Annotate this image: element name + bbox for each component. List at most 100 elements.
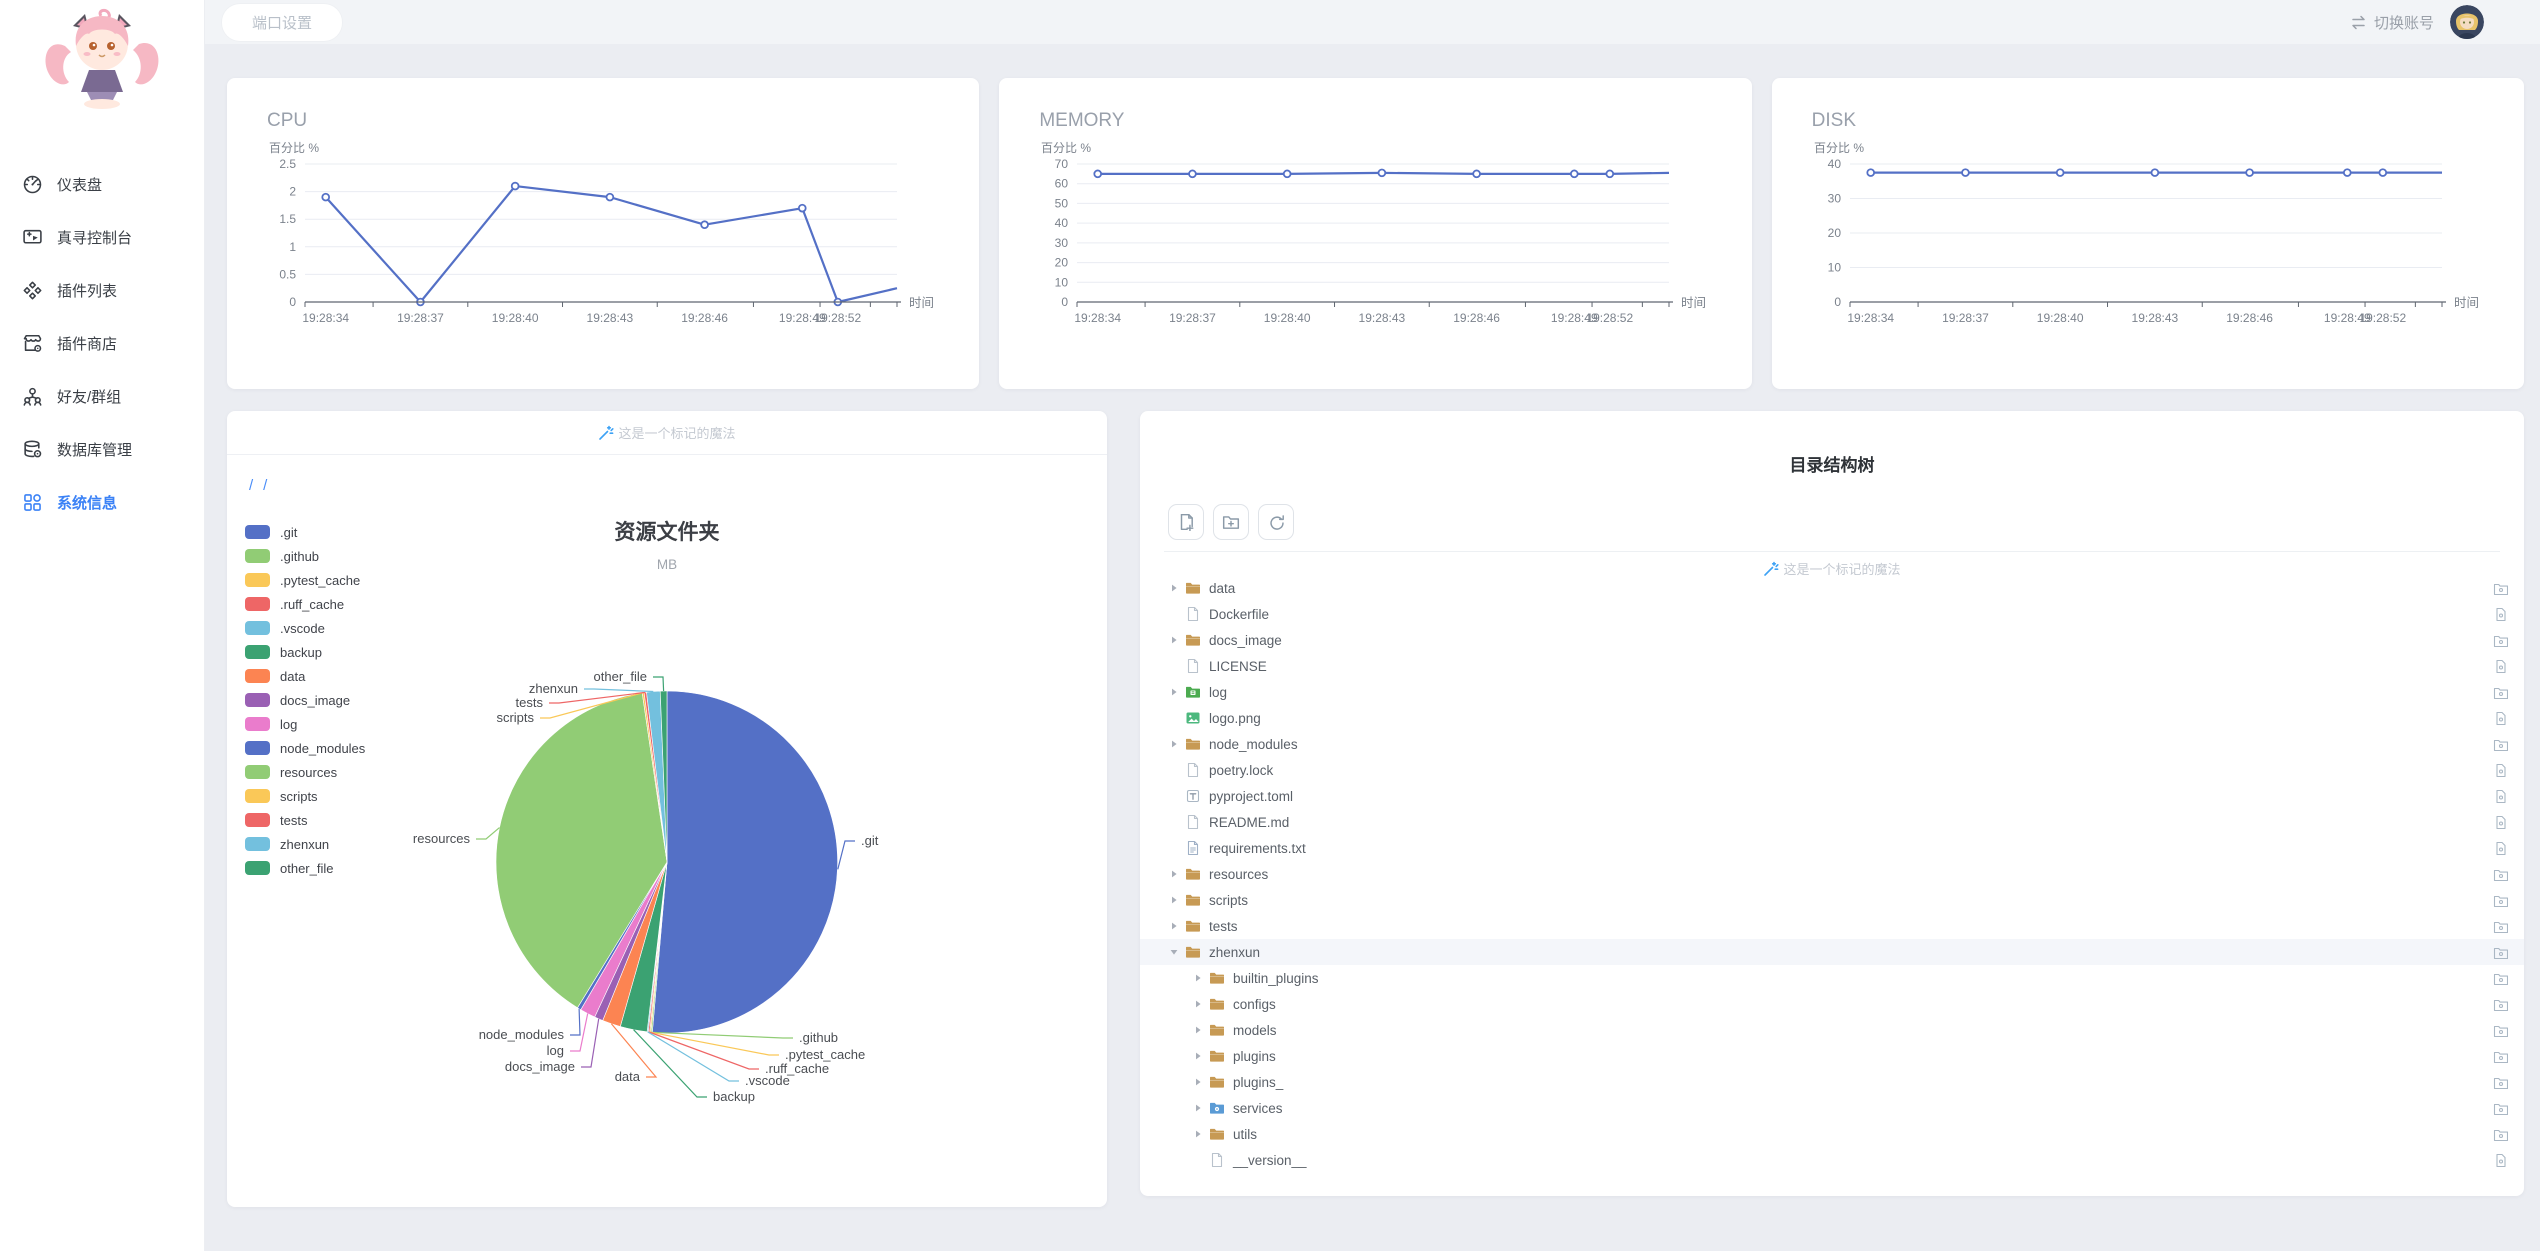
collapse-arrow-icon[interactable] <box>1169 947 1179 957</box>
tree-row-builtin_plugins[interactable]: builtin_plugins <box>1140 965 2524 991</box>
legend-item-docs_image[interactable]: docs_image <box>245 693 365 708</box>
row-download-file-icon[interactable] <box>2493 841 2508 856</box>
port-settings-button[interactable]: 端口设置 <box>222 3 343 41</box>
tree-row-plugins_[interactable]: plugins_ <box>1140 1069 2524 1095</box>
tree-row-configs[interactable]: configs <box>1140 991 2524 1017</box>
tree-row-models[interactable]: models <box>1140 1017 2524 1043</box>
expand-arrow-icon[interactable] <box>1193 999 1203 1009</box>
tree-row-plugins[interactable]: plugins <box>1140 1043 2524 1069</box>
expand-arrow-icon[interactable] <box>1193 1051 1203 1061</box>
tree-row-data[interactable]: data <box>1140 582 2524 601</box>
expand-arrow-icon[interactable] <box>1169 687 1179 697</box>
legend-item-log[interactable]: log <box>245 717 365 732</box>
expand-arrow-icon[interactable] <box>1169 895 1179 905</box>
new-file-button[interactable] <box>1168 504 1204 540</box>
sidebar-item-0[interactable]: 仪表盘 <box>0 158 204 211</box>
tree-row-LICENSE[interactable]: LICENSE <box>1140 653 2524 679</box>
legend-item-data[interactable]: data <box>245 669 365 684</box>
legend-item-node_modules[interactable]: node_modules <box>245 741 365 756</box>
switch-account-button[interactable]: 切换账号 <box>2350 12 2434 33</box>
row-download-folder-icon[interactable] <box>2493 737 2508 752</box>
row-download-folder-icon[interactable] <box>2493 867 2508 882</box>
sidebar-item-label: 系统信息 <box>57 495 118 512</box>
sidebar-item-2[interactable]: 插件列表 <box>0 264 204 317</box>
sidebar-item-5[interactable]: 数据库管理 <box>0 423 204 476</box>
pie-slice-resources[interactable] <box>495 692 668 1009</box>
tree-row-__version__[interactable]: __version__ <box>1140 1147 2524 1173</box>
row-download-folder-icon[interactable] <box>2493 1049 2508 1064</box>
sidebar-item-1[interactable]: 真寻控制台 <box>0 211 204 264</box>
tree-row-zhenxun[interactable]: zhenxun <box>1140 939 2524 965</box>
tree-row-scripts[interactable]: scripts <box>1140 887 2524 913</box>
tree-row-poetry.lock[interactable]: poetry.lock <box>1140 757 2524 783</box>
breadcrumb-current[interactable]: / <box>263 477 268 494</box>
legend-item-zhenxun[interactable]: zhenxun <box>245 837 365 852</box>
tree-row-docs_image[interactable]: docs_image <box>1140 627 2524 653</box>
row-download-folder-icon[interactable] <box>2493 685 2508 700</box>
pie-label-.pytest_cache: .pytest_cache <box>785 1047 865 1062</box>
legend-item-.github[interactable]: .github <box>245 549 365 564</box>
row-download-folder-icon[interactable] <box>2493 1127 2508 1142</box>
row-download-file-icon[interactable] <box>2493 607 2508 622</box>
row-download-folder-icon[interactable] <box>2493 582 2508 596</box>
legend-item-other_file[interactable]: other_file <box>245 861 365 876</box>
tree-row-tests[interactable]: tests <box>1140 913 2524 939</box>
expand-arrow-icon[interactable] <box>1193 1077 1203 1087</box>
tree-row-logo.png[interactable]: logo.png <box>1140 705 2524 731</box>
row-download-folder-icon[interactable] <box>2493 945 2508 960</box>
row-download-folder-icon[interactable] <box>2493 1101 2508 1116</box>
row-download-file-icon[interactable] <box>2493 815 2508 830</box>
legend-item-.pytest_cache[interactable]: .pytest_cache <box>245 573 365 588</box>
user-avatar[interactable] <box>2450 5 2484 39</box>
sidebar-item-3[interactable]: 插件商店 <box>0 317 204 370</box>
pie-label-tests: tests <box>516 695 544 710</box>
legend-item-backup[interactable]: backup <box>245 645 365 660</box>
expand-arrow-icon[interactable] <box>1169 635 1179 645</box>
tree-row-pyproject.toml[interactable]: pyproject.toml <box>1140 783 2524 809</box>
legend-item-.ruff_cache[interactable]: .ruff_cache <box>245 597 365 612</box>
row-download-folder-icon[interactable] <box>2493 893 2508 908</box>
expand-arrow-icon[interactable] <box>1193 1025 1203 1035</box>
expand-arrow-icon[interactable] <box>1193 973 1203 983</box>
expand-arrow-icon[interactable] <box>1169 739 1179 749</box>
tree-row-services[interactable]: services <box>1140 1095 2524 1121</box>
legend-item-scripts[interactable]: scripts <box>245 789 365 804</box>
sidebar-item-4[interactable]: 好友/群组 <box>0 370 204 423</box>
tree-row-requirements.txt[interactable]: requirements.txt <box>1140 835 2524 861</box>
tree-row-utils[interactable]: utils <box>1140 1121 2524 1147</box>
expand-arrow-icon[interactable] <box>1169 583 1179 593</box>
tree-row-README.md[interactable]: README.md <box>1140 809 2524 835</box>
tree-row-node_modules[interactable]: node_modules <box>1140 731 2524 757</box>
expand-arrow-icon[interactable] <box>1169 921 1179 931</box>
legend-item-.vscode[interactable]: .vscode <box>245 621 365 636</box>
tree-row-resources[interactable]: resources <box>1140 861 2524 887</box>
expand-arrow-icon[interactable] <box>1193 1103 1203 1113</box>
row-download-folder-icon[interactable] <box>2493 971 2508 986</box>
row-download-folder-icon[interactable] <box>2493 919 2508 934</box>
breadcrumb-root[interactable]: / <box>249 477 254 494</box>
pie-slice-.git[interactable] <box>651 690 838 1034</box>
row-download-file-icon[interactable] <box>2493 1153 2508 1168</box>
row-download-folder-icon[interactable] <box>2493 633 2508 648</box>
expand-arrow-icon[interactable] <box>1169 869 1179 879</box>
expand-arrow-icon[interactable] <box>1193 1129 1203 1139</box>
legend-item-.git[interactable]: .git <box>245 525 365 540</box>
refresh-button[interactable] <box>1258 504 1294 540</box>
row-download-file-icon[interactable] <box>2493 659 2508 674</box>
memory-line-chart: 0 10 20 30 40 50 60 70 百分比 % 19:28:34 19:28:37 19:2… <box>1029 138 1731 358</box>
legend-item-tests[interactable]: tests <box>245 813 365 828</box>
row-download-folder-icon[interactable] <box>2493 997 2508 1012</box>
legend-item-resources[interactable]: resources <box>245 765 365 780</box>
new-folder-button[interactable] <box>1213 504 1249 540</box>
legend-swatch <box>245 813 270 827</box>
folder-icon <box>1210 998 1224 1010</box>
pie-slice-other_file[interactable] <box>659 690 668 863</box>
sidebar-item-6[interactable]: 系统信息 <box>0 476 204 529</box>
row-download-folder-icon[interactable] <box>2493 1023 2508 1038</box>
row-download-file-icon[interactable] <box>2493 763 2508 778</box>
row-download-file-icon[interactable] <box>2493 711 2508 726</box>
row-download-file-icon[interactable] <box>2493 789 2508 804</box>
tree-row-Dockerfile[interactable]: Dockerfile <box>1140 601 2524 627</box>
tree-row-log[interactable]: log <box>1140 679 2524 705</box>
row-download-folder-icon[interactable] <box>2493 1075 2508 1090</box>
